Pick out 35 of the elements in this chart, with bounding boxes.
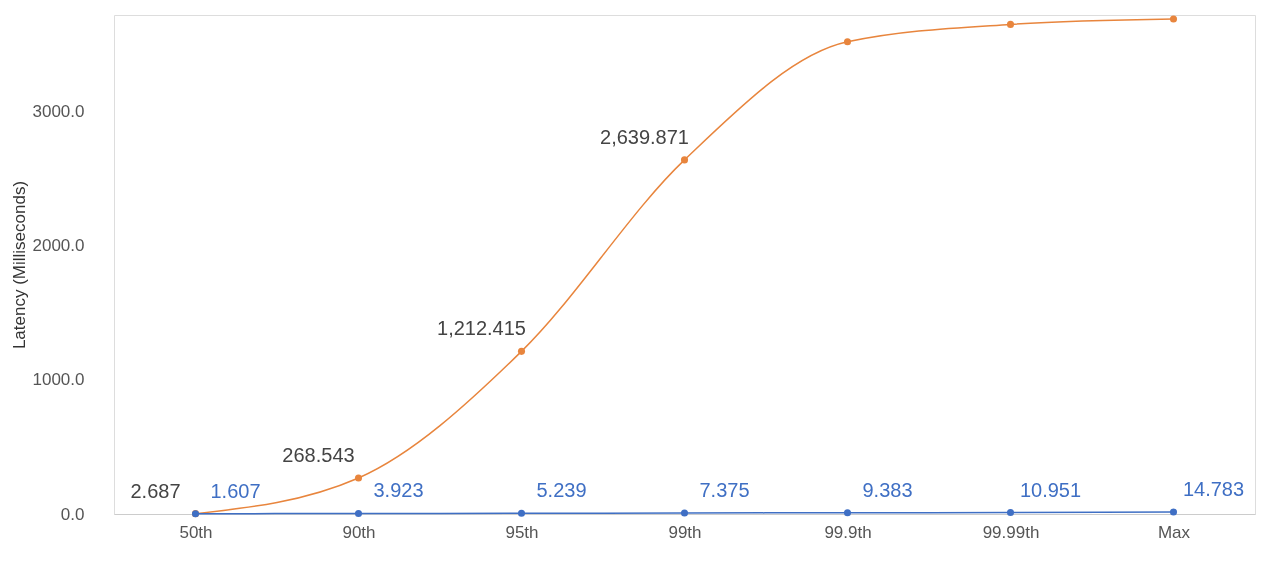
point — [1169, 15, 1178, 23]
y-tick-label: 2000.0 — [32, 236, 85, 256]
data-label: 3.923 — [373, 479, 424, 502]
data-label: 2.687 — [130, 479, 181, 502]
point — [1006, 509, 1015, 517]
point — [843, 509, 852, 517]
data-label: 7.375 — [699, 479, 750, 502]
point — [843, 38, 852, 46]
x-tick-label: Max — [1157, 522, 1191, 542]
data-label: 2,639.871 — [600, 125, 689, 148]
point — [1006, 20, 1015, 28]
data-label: 9.383 — [862, 478, 913, 501]
point — [354, 474, 363, 482]
x-tick-label: 99.9th — [824, 522, 872, 542]
point — [680, 156, 689, 164]
x-tick-label: 50th — [179, 522, 213, 542]
data-label: 1,212.415 — [437, 317, 526, 340]
x-tick-label: 99th — [668, 522, 702, 542]
y-tick-label: 1000.0 — [32, 370, 85, 390]
x-tick-label: 95th — [505, 522, 539, 542]
point — [680, 509, 689, 517]
point — [1169, 508, 1178, 516]
y-tick-label: 0.0 — [60, 504, 85, 524]
data-label: 1.607 — [210, 479, 261, 502]
data-label: 10.951 — [1019, 478, 1082, 501]
data-label: 14.783 — [1182, 478, 1245, 501]
y-axis-title: Latency (Milliseconds) — [9, 180, 29, 350]
data-label: 268.543 — [282, 443, 355, 466]
point — [517, 347, 526, 355]
point — [354, 509, 363, 517]
x-tick-label: 99.99th — [982, 522, 1040, 542]
data-label: 5.239 — [536, 479, 587, 502]
point — [517, 509, 526, 517]
x-tick-label: 90th — [342, 522, 376, 542]
y-tick-label: 3000.0 — [32, 102, 85, 122]
